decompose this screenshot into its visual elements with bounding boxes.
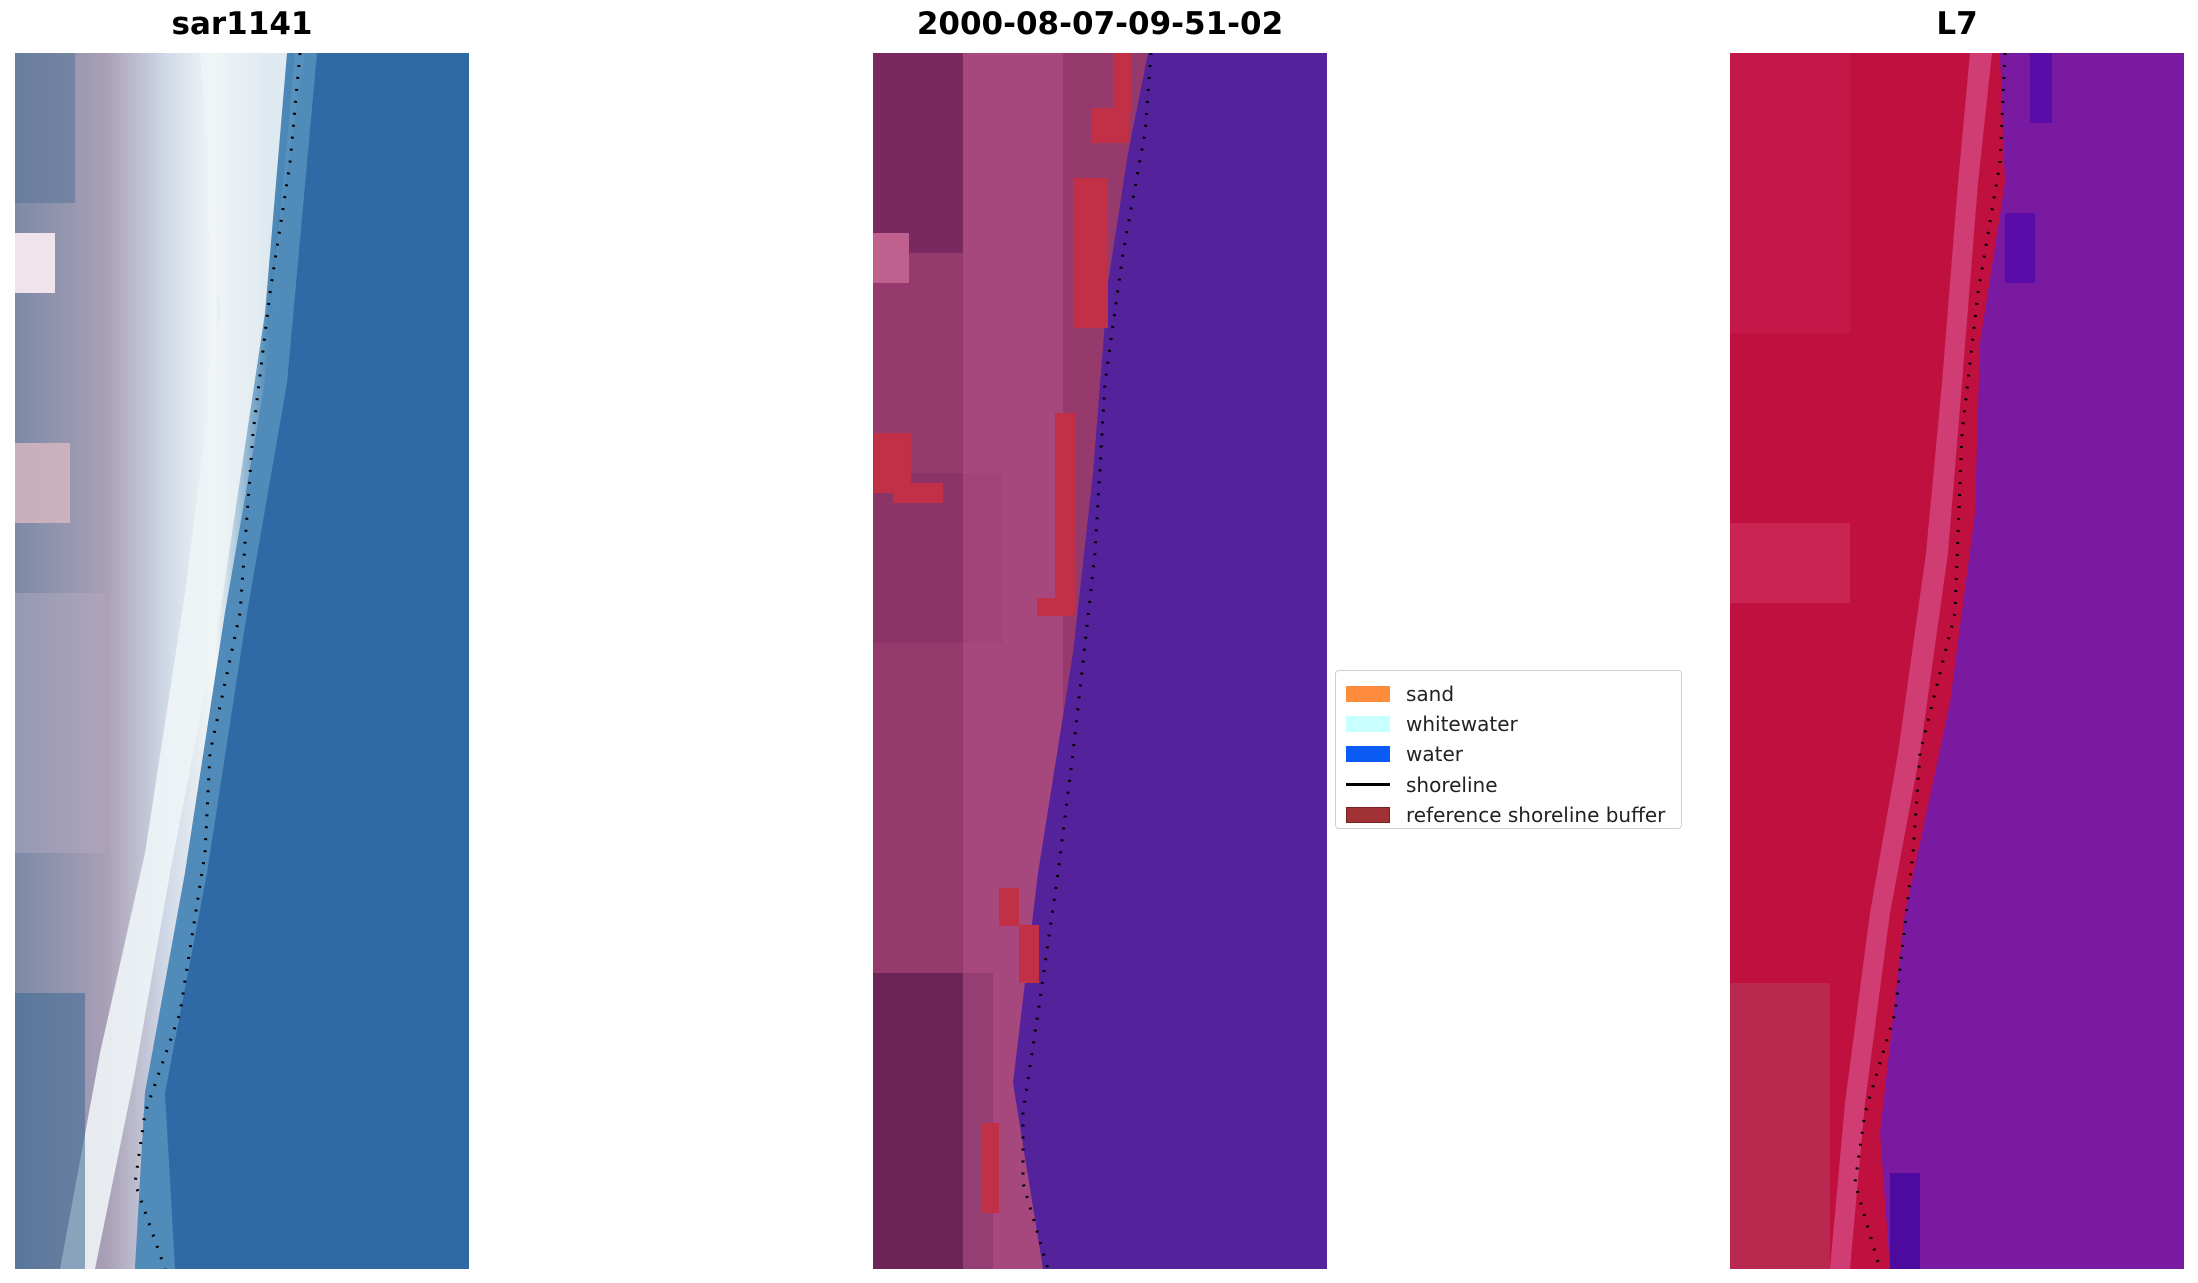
legend-item-buffer: reference shoreline buffer	[1346, 800, 1671, 830]
legend-swatch-water	[1346, 746, 1390, 763]
title-date: 2000-08-07-09-51-02	[916, 6, 1284, 42]
legend-label-buffer: reference shoreline buffer	[1406, 802, 1666, 827]
title-sar1141: sar1141	[171, 6, 313, 42]
legend-label-sand: sand	[1406, 682, 1455, 707]
legend-label-water: water	[1406, 742, 1463, 767]
title-l7: L7	[1936, 6, 1978, 42]
legend-swatch-shoreline	[1346, 783, 1390, 787]
classified-image	[873, 53, 1327, 1269]
legend-label-shoreline: shoreline	[1406, 772, 1498, 797]
rgb-satellite-image	[15, 53, 469, 1269]
index-image	[1730, 53, 2184, 1269]
legend: sand whitewater water shoreline referenc…	[1335, 670, 1682, 829]
legend-item-water: water	[1346, 739, 1671, 769]
classified-image-panel	[873, 53, 1327, 1269]
legend-label-whitewater: whitewater	[1406, 712, 1518, 737]
rgb-image-panel	[15, 53, 469, 1269]
legend-swatch-buffer	[1346, 806, 1390, 823]
legend-item-sand: sand	[1346, 679, 1671, 709]
legend-swatch-sand	[1346, 686, 1390, 703]
legend-item-shoreline: shoreline	[1346, 770, 1671, 800]
legend-item-whitewater: whitewater	[1346, 709, 1671, 739]
mndwi-image-panel	[1730, 53, 2184, 1269]
legend-swatch-whitewater	[1346, 716, 1390, 733]
